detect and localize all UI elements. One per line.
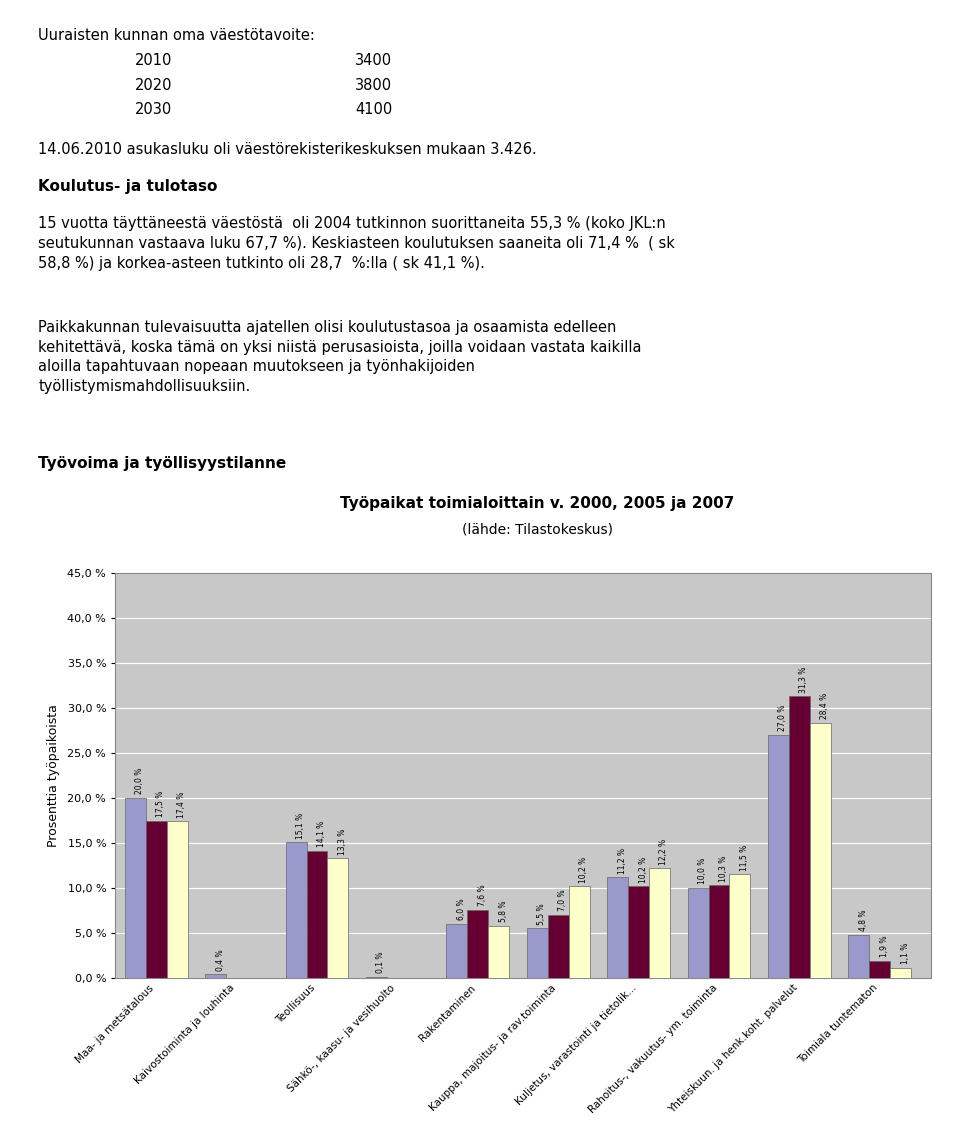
Text: 11,5 %: 11,5 % (740, 844, 749, 871)
Text: Työvoima ja työllisyystilanne: Työvoima ja työllisyystilanne (38, 456, 287, 471)
Bar (167, 822, 187, 978)
Text: 0,4 %: 0,4 % (216, 949, 225, 971)
Bar (568, 886, 589, 978)
Text: Paikkakunnan tulevaisuutta ajatellen olisi koulutustasoa ja osaamista edelleen
k: Paikkakunnan tulevaisuutta ajatellen oli… (38, 320, 642, 395)
Text: 1,1 %: 1,1 % (900, 943, 910, 964)
Text: 31,3 %: 31,3 % (800, 667, 808, 692)
Bar (286, 842, 306, 978)
Bar (446, 924, 468, 978)
Text: 20,0 %: 20,0 % (135, 768, 144, 795)
Text: 7,6 %: 7,6 % (478, 885, 487, 906)
Bar (146, 821, 167, 978)
Bar (608, 877, 628, 978)
Text: 2030: 2030 (134, 102, 172, 117)
Bar (870, 961, 890, 978)
Bar (527, 928, 548, 978)
Text: Koulutus- ja tulotaso: Koulutus- ja tulotaso (38, 179, 218, 194)
Text: 4100: 4100 (355, 102, 393, 117)
Text: 5,5 %: 5,5 % (538, 904, 546, 925)
Text: 13,3 %: 13,3 % (338, 828, 347, 854)
Text: 11,2 %: 11,2 % (617, 847, 627, 873)
Text: 2010: 2010 (134, 53, 172, 67)
Bar (125, 798, 146, 978)
Text: 14,1 %: 14,1 % (317, 822, 326, 847)
Y-axis label: Prosenttia työpaikoista: Prosenttia työpaikoista (47, 704, 60, 847)
Text: 0,1 %: 0,1 % (376, 952, 386, 973)
Text: 17,5 %: 17,5 % (156, 790, 165, 817)
Bar (489, 926, 509, 978)
Bar (205, 975, 227, 978)
Text: (lähde: Tilastokeskus): (lähde: Tilastokeskus) (462, 523, 613, 536)
Text: 10,2 %: 10,2 % (638, 856, 648, 882)
Bar (649, 868, 670, 978)
Bar (810, 723, 830, 978)
Bar (628, 886, 649, 978)
Text: 6,0 %: 6,0 % (457, 899, 466, 921)
Text: 2020: 2020 (134, 78, 172, 92)
Text: 27,0 %: 27,0 % (779, 705, 787, 732)
Text: 10,2 %: 10,2 % (579, 856, 588, 882)
Bar (327, 859, 348, 978)
Bar (789, 697, 810, 978)
Text: 1,9 %: 1,9 % (879, 935, 889, 958)
Text: 3400: 3400 (355, 53, 393, 67)
Bar (708, 886, 730, 978)
Bar (730, 874, 751, 978)
Text: 17,4 %: 17,4 % (177, 791, 186, 818)
Text: 14.06.2010 asukasluku oli väestörekisterikeskuksen mukaan 3.426.: 14.06.2010 asukasluku oli väestörekister… (38, 142, 538, 157)
Bar (849, 935, 870, 978)
Text: Työpaikat toimialoittain v. 2000, 2005 ja 2007: Työpaikat toimialoittain v. 2000, 2005 j… (341, 497, 734, 511)
Text: 4,8 %: 4,8 % (859, 909, 868, 931)
Text: 28,4 %: 28,4 % (820, 692, 829, 719)
Text: 15 vuotta täyttäneestä väestöstä  oli 2004 tutkinnon suorittaneita 55,3 % (koko : 15 vuotta täyttäneestä väestöstä oli 200… (38, 216, 675, 271)
Text: 5,8 %: 5,8 % (498, 900, 508, 922)
Text: Uuraisten kunnan oma väestötavoite:: Uuraisten kunnan oma väestötavoite: (38, 28, 315, 43)
Bar (687, 888, 708, 978)
Text: 3800: 3800 (355, 78, 393, 92)
Text: 7,0 %: 7,0 % (558, 890, 567, 912)
Text: 15,1 %: 15,1 % (296, 813, 305, 839)
Bar (306, 851, 327, 978)
Bar (548, 915, 568, 978)
Text: 12,2 %: 12,2 % (660, 839, 668, 864)
Bar (768, 735, 789, 978)
Text: 10,0 %: 10,0 % (698, 858, 708, 885)
Text: 10,3 %: 10,3 % (719, 855, 728, 881)
Bar (468, 909, 489, 978)
Bar (890, 968, 911, 978)
